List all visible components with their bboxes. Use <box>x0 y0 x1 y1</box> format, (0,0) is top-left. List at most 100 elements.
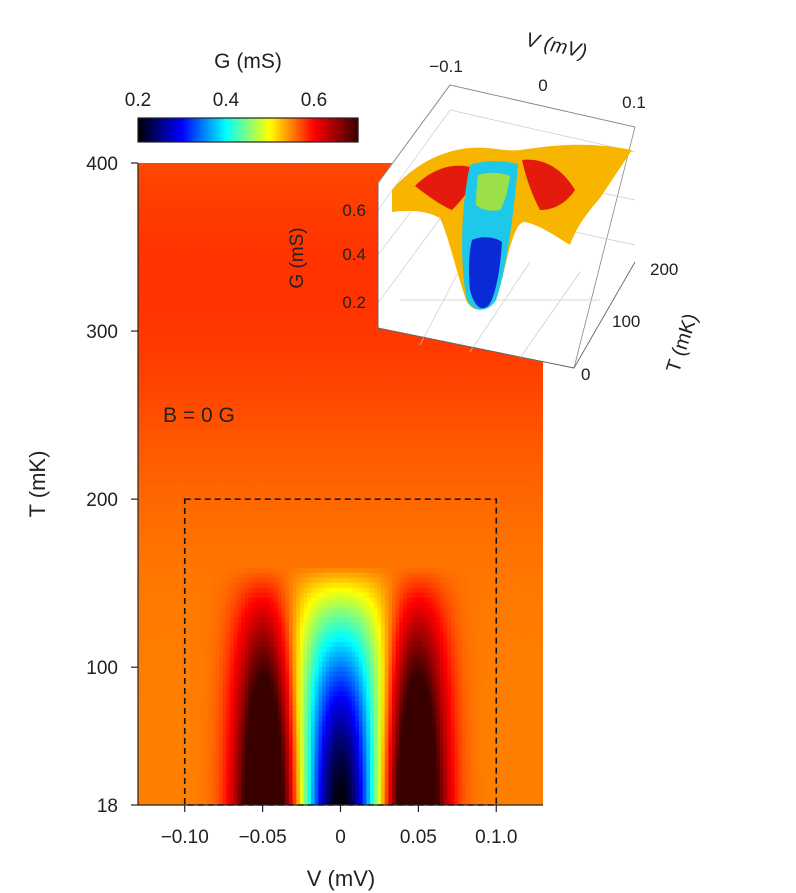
heatmap-cell <box>163 163 169 169</box>
heatmap-cell <box>200 271 205 278</box>
heatmap-cell <box>366 286 371 292</box>
heatmap-cell <box>200 202 205 209</box>
heatmap-cell <box>156 276 161 283</box>
heatmap-cell <box>307 291 312 297</box>
heatmap-cell <box>149 251 154 258</box>
heatmap-cell <box>314 202 320 209</box>
heatmap-cell <box>189 276 194 283</box>
heatmap-cell <box>211 163 216 169</box>
heatmap-cell <box>432 355 437 362</box>
heatmap-cell <box>178 163 183 169</box>
heatmap-cell <box>230 306 235 312</box>
heatmap-cell <box>193 242 198 248</box>
heatmap-cell <box>167 325 172 332</box>
heatmap-cell <box>281 335 286 342</box>
heatmap-cell <box>222 251 227 258</box>
colorbar-segment <box>218 118 221 142</box>
heatmap-cell <box>185 301 191 307</box>
heatmap-cell <box>241 182 246 189</box>
heatmap-cell <box>336 246 342 253</box>
heatmap-cell <box>215 281 220 288</box>
heatmap-cell <box>495 355 500 362</box>
heatmap-cell <box>244 271 250 278</box>
heatmap-cell <box>344 375 349 381</box>
heatmap-cell <box>277 232 283 238</box>
heatmap-cell <box>307 251 312 258</box>
heatmap-cell <box>318 212 323 218</box>
heatmap-cell <box>277 192 283 199</box>
heatmap-cell <box>248 222 253 228</box>
heatmap-cell <box>281 325 286 332</box>
heatmap-cell <box>314 177 320 184</box>
heatmap-cell <box>189 187 194 194</box>
heatmap-cell <box>384 350 389 357</box>
heatmap-cell <box>219 192 224 199</box>
heatmap-cell <box>531 365 537 372</box>
heatmap-cell <box>340 222 345 228</box>
heatmap-cell <box>163 301 169 307</box>
heatmap-cell <box>193 177 198 184</box>
heatmap-cell <box>351 172 356 179</box>
heatmap-cell <box>322 325 327 332</box>
heatmap-cell <box>196 321 202 327</box>
heatmap-cell <box>189 163 194 169</box>
heatmap-cell <box>358 311 364 317</box>
heatmap-cell <box>163 182 169 189</box>
heatmap-cell <box>325 197 331 204</box>
heatmap-cell <box>277 365 283 372</box>
heatmap-cell <box>160 335 165 342</box>
heatmap-cell <box>333 207 338 213</box>
heatmap-cell <box>303 266 308 273</box>
heatmap-cell <box>145 207 150 213</box>
heatmap-cell <box>347 340 353 347</box>
heatmap-cell <box>362 276 367 283</box>
heatmap-cell <box>336 232 342 238</box>
heatmap-cell <box>167 227 172 233</box>
colorbar-segment <box>316 118 319 142</box>
heatmap-cell <box>230 261 235 268</box>
heatmap-cell <box>473 355 478 362</box>
heatmap-cell <box>200 232 205 238</box>
heatmap-cell <box>458 360 463 367</box>
heatmap-cell <box>274 276 279 283</box>
heatmap-cell <box>502 365 507 372</box>
heatmap-cell <box>296 187 301 194</box>
heatmap-cell <box>292 227 297 233</box>
heatmap-cell <box>189 202 194 209</box>
heatmap-cell <box>178 360 183 367</box>
heatmap-cell <box>215 301 220 307</box>
heatmap-cell <box>156 182 161 189</box>
heatmap-cell <box>296 301 301 307</box>
heatmap-cell <box>207 192 213 199</box>
heatmap-cell <box>373 246 378 253</box>
heatmap-cell <box>152 182 158 189</box>
heatmap-cell <box>152 345 158 352</box>
heatmap-cell <box>219 370 224 376</box>
heatmap-cell <box>207 202 213 209</box>
colorbar-segment <box>140 118 143 142</box>
heatmap-cell <box>358 375 364 381</box>
heatmap-cell <box>358 167 364 174</box>
heatmap-cell <box>322 266 327 273</box>
heatmap-cell <box>241 306 246 312</box>
heatmap-cell <box>149 350 154 357</box>
heatmap-cell <box>207 266 213 273</box>
heatmap-cell <box>259 375 264 381</box>
heatmap-cell <box>450 365 456 372</box>
heatmap-cell <box>336 177 342 184</box>
heatmap-cell <box>196 296 202 302</box>
heatmap-cell <box>141 251 146 258</box>
heatmap-cell <box>381 360 386 367</box>
heatmap-cell <box>351 291 356 297</box>
heatmap-cell <box>369 360 375 367</box>
heatmap-cell <box>288 340 294 347</box>
heatmap-cell <box>233 335 239 342</box>
heatmap-cell <box>255 217 261 223</box>
heatmap-cell <box>384 330 389 337</box>
colorbar-segment <box>260 118 263 142</box>
heatmap-cell <box>174 276 180 283</box>
heatmap-cell <box>307 246 312 253</box>
heatmap-cell <box>292 251 297 258</box>
heatmap-cell <box>211 306 216 312</box>
heatmap-cell <box>200 207 205 213</box>
